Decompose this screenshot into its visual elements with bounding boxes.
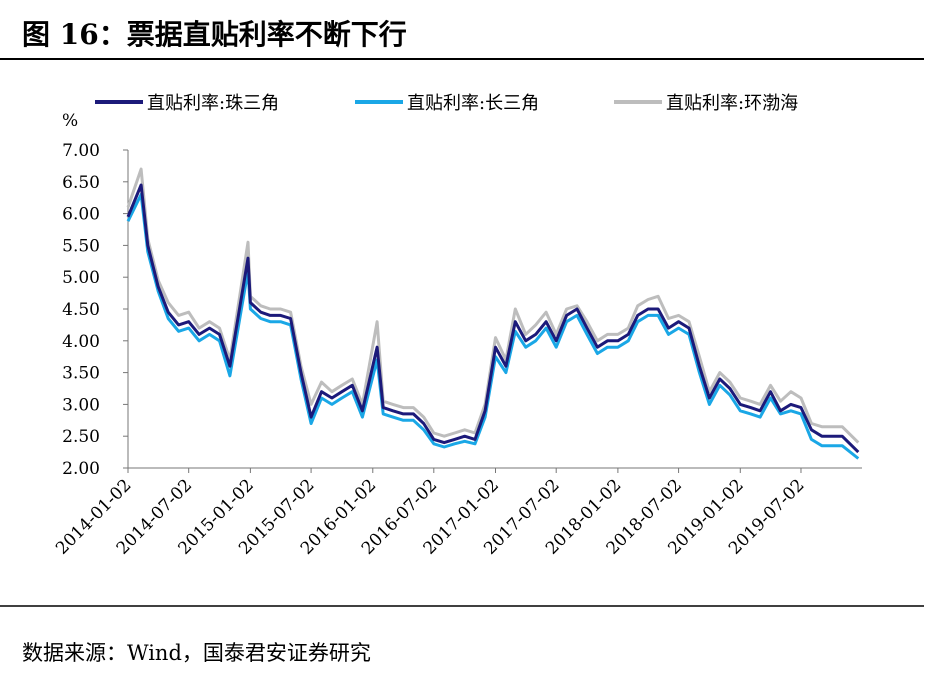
y-tick-label: 5.50 — [62, 236, 100, 256]
y-unit: % — [62, 111, 78, 131]
series-line — [126, 167, 860, 444]
y-tick-label: 6.50 — [62, 173, 100, 193]
legend-label: 直贴利率:环渤海 — [666, 93, 798, 114]
y-tick-label: 5.00 — [62, 268, 100, 288]
y-tick-label: 2.50 — [62, 427, 100, 447]
legend-label: 直贴利率:珠三角 — [147, 93, 279, 114]
y-tick-label: 3.00 — [62, 395, 100, 415]
y-tick-label: 4.50 — [62, 300, 100, 320]
y-tick-label: 2.00 — [62, 459, 100, 479]
source: 数据来源：Wind，国泰君安证券研究 — [22, 641, 371, 665]
y-tick-label: 4.00 — [62, 332, 100, 352]
y-tick-label: 6.00 — [62, 205, 100, 225]
page-title: 图 16：票据直贴利率不断下行 — [22, 18, 407, 51]
y-tick-label: 3.50 — [62, 364, 100, 384]
legend-label: 直贴利率:长三角 — [407, 93, 539, 114]
y-tick-label: 7.00 — [62, 141, 100, 161]
series-line — [126, 183, 860, 454]
